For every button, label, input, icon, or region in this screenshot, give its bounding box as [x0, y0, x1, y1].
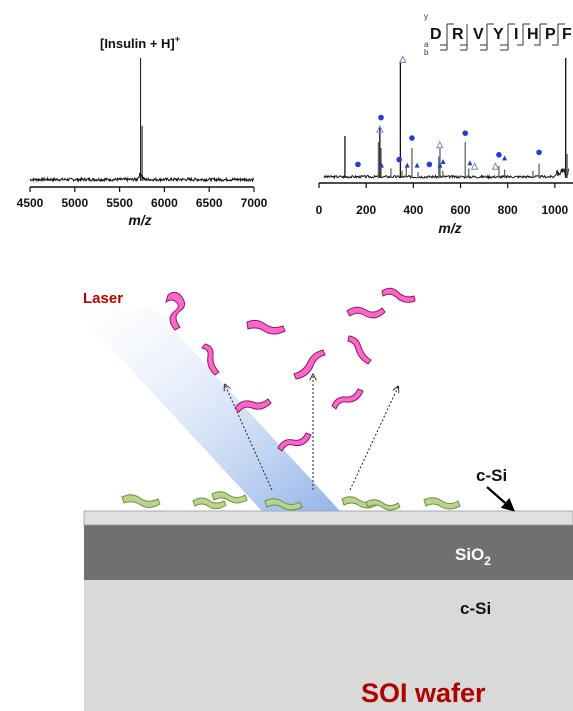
top-si-layer — [83, 510, 573, 526]
marker-triangle-filled — [502, 155, 508, 161]
desorption-arrow-right — [349, 387, 398, 491]
left-peak-label: [Insulin + H]+ — [100, 34, 180, 51]
left-spectrum-trace — [29, 58, 255, 183]
desorbed-molecules — [165, 287, 416, 452]
marker-triangle-open — [470, 162, 479, 170]
right-x-tick-label: 800 — [498, 203, 518, 217]
ion-label-y: y — [424, 12, 428, 21]
wafer-label: SOI wafer — [361, 678, 486, 708]
desorption-arrow-left — [225, 385, 273, 491]
ion-label-a: a — [424, 40, 429, 49]
surface-molecules — [121, 491, 461, 511]
right-x-axis-label: m/z — [438, 220, 461, 236]
marker-circle — [378, 114, 384, 121]
right-x-tick-label: 0 — [316, 203, 323, 217]
oxide-label: SiO2 — [455, 545, 491, 568]
right-x-ticks: 0 200 400 600 800 1000 — [316, 183, 569, 217]
right-x-tick-label: 1000 — [541, 203, 568, 217]
bottom-si-label: c-Si — [460, 599, 491, 618]
oxide-label-sub: 2 — [484, 554, 491, 568]
green-molecule — [192, 497, 227, 510]
seq-residue-f: F — [562, 26, 572, 43]
laser-beam — [72, 306, 340, 511]
right-spectrum-markers — [355, 55, 542, 170]
seq-residue-y: Y — [493, 26, 504, 43]
pink-molecule — [293, 349, 326, 380]
left-peak-label-sup: + — [175, 34, 180, 44]
seq-residue-v: V — [473, 26, 484, 43]
left-x-axis-label: m/z — [128, 212, 151, 228]
maldi-diagram: Laser c-Si — [72, 287, 573, 711]
marker-triangle-open — [398, 55, 407, 63]
right-x-tick-label: 200 — [356, 203, 376, 217]
marker-circle — [355, 161, 361, 168]
fragment-brackets — [440, 23, 565, 51]
seq-residue-h: H — [527, 26, 539, 43]
top-si-pointer — [486, 486, 515, 512]
pink-molecule — [347, 335, 372, 365]
pink-molecule — [381, 287, 416, 303]
marker-circle — [536, 149, 542, 156]
marker-triangle-filled — [379, 162, 384, 168]
pink-molecule — [246, 319, 286, 335]
green-molecule — [423, 497, 461, 510]
green-molecule — [211, 491, 248, 504]
left-x-ticks: 4500 5000 5500 6000 6500 7000 — [17, 187, 268, 210]
left-x-tick-label: 4500 — [17, 196, 44, 210]
marker-circle — [396, 156, 402, 163]
marker-circle — [462, 130, 469, 136]
oxide-layer — [84, 525, 573, 580]
top-si-label: c-Si — [476, 466, 507, 485]
right-spectrum-noise — [323, 167, 569, 180]
left-spectrum: 4500 5000 5500 6000 6500 7000 [Insulin + H]+ … — [17, 34, 268, 228]
right-spectrum: 0 200 400 600 800 1000 m/z y a b D R V Y I H … — [316, 12, 573, 236]
marker-triangle-filled — [414, 162, 420, 168]
pink-molecule — [234, 398, 272, 413]
pink-molecule — [277, 432, 312, 452]
left-x-tick-label: 7000 — [241, 196, 268, 210]
seq-residue-p: P — [545, 26, 556, 43]
left-x-tick-label: 5500 — [106, 196, 133, 210]
pink-molecule — [331, 388, 364, 410]
seq-residue-i: I — [514, 26, 518, 43]
right-x-tick-label: 400 — [403, 203, 423, 217]
marker-circle — [496, 152, 502, 158]
oxide-label-main: SiO — [455, 545, 484, 564]
pink-molecule — [346, 306, 386, 319]
marker-triangle-filled — [467, 160, 473, 166]
pink-molecule — [201, 343, 220, 376]
right-x-tick-label: 600 — [450, 203, 470, 217]
marker-triangle-open — [435, 140, 444, 149]
marker-triangle-filled — [404, 162, 410, 168]
seq-residue-r: R — [452, 26, 464, 43]
left-peak-label-main: [Insulin + H] — [100, 36, 175, 51]
bottom-si-layer — [84, 580, 573, 711]
ion-label-b: b — [424, 48, 429, 57]
marker-triangle-open — [376, 124, 384, 133]
seq-residue-d: D — [430, 26, 442, 43]
left-x-tick-label: 6500 — [196, 196, 223, 210]
left-x-tick-label: 6000 — [151, 196, 178, 210]
laser-label: Laser — [83, 290, 123, 307]
marker-triangle-open — [491, 162, 500, 170]
marker-triangle-filled — [440, 159, 446, 164]
marker-circle — [409, 135, 415, 141]
green-molecule — [121, 494, 161, 508]
sequence-map: y a b D R V Y I H P F — [424, 12, 572, 57]
green-molecule — [365, 499, 401, 511]
marker-circle — [426, 161, 433, 168]
green-molecule — [264, 498, 303, 511]
left-x-tick-label: 5000 — [61, 196, 88, 210]
pink-molecule — [165, 291, 186, 331]
marker-triangle-filled — [437, 162, 443, 168]
